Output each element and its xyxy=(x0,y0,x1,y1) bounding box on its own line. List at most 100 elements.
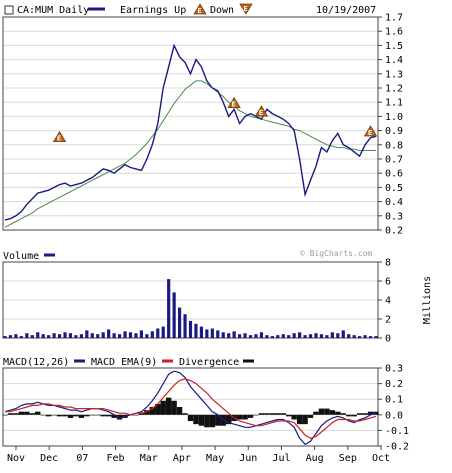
divergence-bar xyxy=(193,414,199,425)
divergence-bar xyxy=(324,408,330,415)
volume-bar xyxy=(298,332,302,338)
divergence-bar xyxy=(155,403,161,415)
earnings-up-label: Earnings Up xyxy=(120,5,186,16)
svg-text:E: E xyxy=(243,5,247,13)
divergence-bar xyxy=(215,414,221,426)
earnings-markers: E E E E xyxy=(52,96,378,143)
divergence-bar xyxy=(7,413,14,415)
volume-bar xyxy=(183,314,187,338)
volume-bar xyxy=(101,332,105,338)
volume-bar xyxy=(19,336,23,338)
volume-bar xyxy=(161,326,165,338)
divergence-bar xyxy=(171,400,177,415)
volume-bar xyxy=(74,335,78,338)
divergence-bar xyxy=(56,414,63,417)
volume-bar xyxy=(265,335,269,338)
volume-bar xyxy=(303,335,307,338)
volume-bar xyxy=(319,334,324,338)
volume-bar xyxy=(336,333,340,338)
volume-axis-ticks: 0 2 4 6 8 xyxy=(378,258,391,345)
x-tick-label: Jul xyxy=(272,453,290,464)
volume-bar xyxy=(156,328,160,338)
divergence-bar xyxy=(236,414,243,420)
volume-bar xyxy=(52,333,56,338)
earnings-marker-shape xyxy=(254,105,269,117)
volume-bar xyxy=(352,335,356,338)
price-tick-label: 0.5 xyxy=(385,183,403,194)
divergence-bar xyxy=(209,414,216,428)
volume-bar xyxy=(172,292,176,338)
macd-panel-frame xyxy=(2,367,379,447)
divergence-bar xyxy=(313,411,319,415)
x-tick-label: Nov xyxy=(7,453,25,464)
moving-average-line xyxy=(4,80,376,228)
price-tick-label: 0.8 xyxy=(385,140,403,151)
divergence-bar xyxy=(356,413,363,415)
volume-bar xyxy=(3,336,7,338)
down-label: Down xyxy=(210,5,234,16)
x-tick-label: Dec xyxy=(40,453,58,464)
x-tick-label: May xyxy=(206,453,224,464)
price-tick-label: 1.6 xyxy=(385,27,403,38)
divergence-bar xyxy=(225,414,232,425)
volume-bar xyxy=(25,333,29,338)
divergence-bar xyxy=(116,414,123,420)
price-tick-label: 1.4 xyxy=(385,55,403,66)
price-tick-label: 0.3 xyxy=(385,211,403,222)
volume-bar xyxy=(36,332,40,338)
volume-tick-label: 6 xyxy=(385,277,391,288)
volume-bar xyxy=(259,332,264,338)
volume-bar xyxy=(238,334,242,338)
divergence-bar xyxy=(220,414,226,426)
divergence-bar xyxy=(362,413,368,415)
volume-bar xyxy=(308,334,313,338)
divergence-bar xyxy=(253,414,259,416)
divergence-bar xyxy=(138,413,145,415)
earnings-marker-label: E xyxy=(57,135,61,143)
earnings-marker-label: E xyxy=(368,129,372,137)
divergence-bar xyxy=(45,414,52,417)
volume-bar xyxy=(112,333,116,338)
price-tick-label: 1.1 xyxy=(385,98,403,109)
volume-bar xyxy=(227,333,231,338)
price-axis-ticks: 0.2 0.3 0.4 0.5 0.6 0.7 0.8 0.9 1.0 1.1 1.2 1.3 1.4 1… xyxy=(378,13,403,237)
macd-tick-label: -0.2 xyxy=(385,442,409,453)
volume-bar xyxy=(68,333,73,338)
price-tick-label: 0.7 xyxy=(385,155,403,166)
divergence-bar xyxy=(286,414,292,417)
x-tick-label: Jun xyxy=(239,453,257,464)
volume-bar xyxy=(139,330,143,338)
volume-bar xyxy=(123,331,127,338)
volume-bar xyxy=(199,326,204,338)
volume-gridlines xyxy=(3,280,378,320)
divergence-bar xyxy=(149,407,156,415)
volume-bar xyxy=(150,331,154,338)
divergence-bar xyxy=(160,400,166,415)
divergence-bar xyxy=(329,410,336,415)
volume-bar xyxy=(210,328,214,338)
price-tick-label: 0.2 xyxy=(385,226,403,237)
chart-date: 10/19/2007 xyxy=(316,5,376,16)
volume-bar xyxy=(205,329,209,338)
volume-bar xyxy=(107,329,111,338)
volume-bar xyxy=(134,333,138,338)
volume-bar xyxy=(96,334,100,338)
divergence-bar xyxy=(264,413,270,415)
divergence-bar xyxy=(351,414,357,417)
divergence-bar xyxy=(198,414,205,426)
divergence-bar xyxy=(100,414,106,417)
divergence-legend-label: Divergence xyxy=(179,357,239,368)
volume-bar xyxy=(47,335,51,338)
volume-bar xyxy=(90,333,94,338)
macd-tick-label: -0.1 xyxy=(385,426,409,437)
divergence-bar xyxy=(95,414,101,416)
price-gridlines xyxy=(3,30,378,217)
volume-tick-label: 2 xyxy=(385,315,391,326)
divergence-bar xyxy=(13,413,19,415)
divergence-bar xyxy=(62,414,68,417)
volume-bar xyxy=(243,333,247,338)
divergence-bar xyxy=(269,413,276,415)
volume-tick-label: 8 xyxy=(385,258,391,269)
earnings-down-icon: E xyxy=(239,3,253,15)
divergence-bar xyxy=(291,414,297,420)
